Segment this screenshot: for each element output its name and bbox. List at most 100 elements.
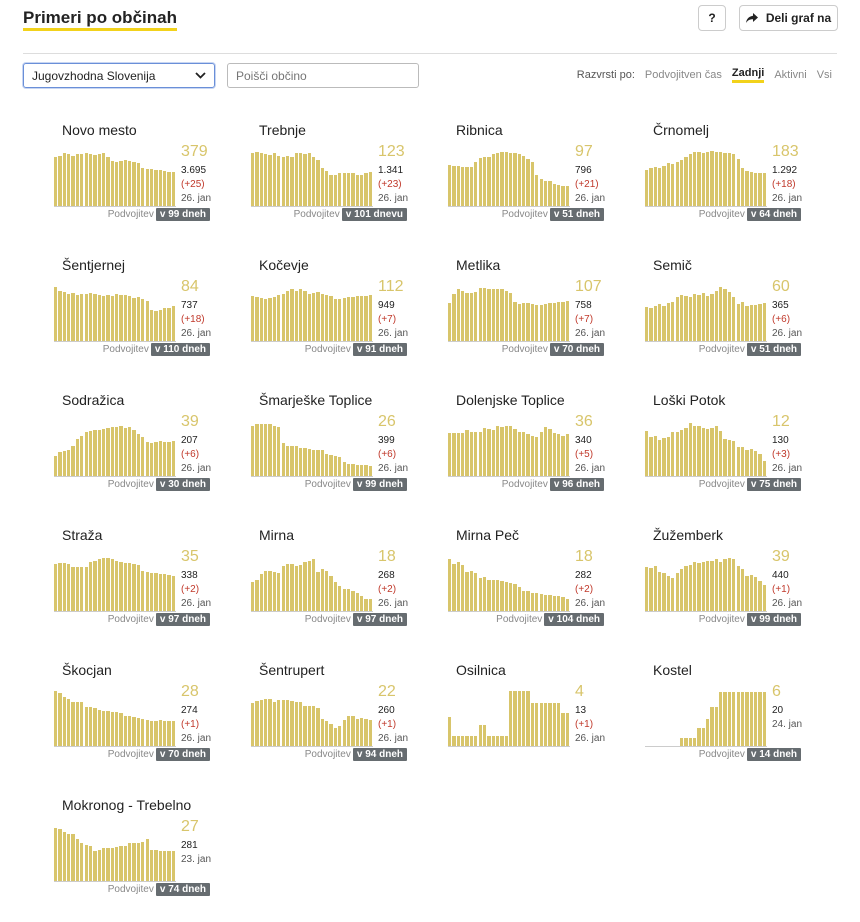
municipality-card[interactable]: Trebnje 123 1.341 (+23) 26. jan Podvojitev v 1… (251, 122, 421, 247)
sort-option-active[interactable]: Aktivni (774, 69, 807, 81)
chart-bar (128, 296, 132, 342)
sort-option-doubling-time[interactable]: Podvojitven čas (644, 69, 722, 81)
chart-bar (543, 595, 548, 612)
municipality-card[interactable]: Semič 60 365 (+6) 26. jan Podvojitev v 51 dneh (645, 257, 815, 382)
chart-bar (171, 441, 175, 477)
help-button[interactable]: ? (698, 5, 726, 31)
chart-baseline (645, 746, 767, 747)
municipality-card[interactable]: Metlika 107 758 (+7) 26. jan Podvojitev v 70 d… (448, 257, 618, 382)
chart-bar (679, 569, 684, 612)
chart-baseline (54, 746, 176, 747)
chart-bar (171, 850, 175, 882)
chart-bar (62, 831, 67, 882)
chart-bar (692, 425, 697, 477)
daily-change-value: (+25) (181, 179, 205, 190)
chart-bar (298, 702, 303, 747)
municipality-name: Semič (653, 257, 692, 273)
chart-bar (97, 295, 101, 342)
trend-chart (645, 556, 767, 612)
chart-bar (338, 173, 342, 207)
chart-baseline (645, 476, 767, 477)
chart-bar (67, 563, 71, 612)
sort-option-all[interactable]: Vsi (816, 69, 832, 81)
total-cases-value: 758 (575, 300, 592, 311)
title-underline (23, 28, 177, 31)
chart-bar (469, 570, 474, 612)
municipality-card[interactable]: Škocjan 28 274 (+1) 26. jan Podvojitev v 70 dn… (54, 662, 224, 787)
chart-bar (649, 308, 653, 342)
chart-bar (171, 172, 175, 207)
municipality-card[interactable]: Črnomelj 183 1.292 (+18) 26. jan Podvojitev v … (645, 122, 815, 247)
chart-bar (697, 562, 701, 612)
municipality-card[interactable]: Straža 35 338 (+2) 26. jan Podvojitev v 97 dne… (54, 527, 224, 652)
doubling-days-badge: v 99 dneh (155, 208, 210, 221)
trend-chart (251, 151, 373, 207)
chart-bar (54, 563, 58, 612)
municipality-card[interactable]: Novo mesto 379 3.695 (+25) 26. jan Podvojitev… (54, 122, 224, 247)
chart-bar (448, 302, 452, 342)
municipality-card[interactable]: Šentrupert 22 260 (+1) 26. jan Podvojitev v 94… (251, 662, 421, 787)
chart-bar (268, 570, 272, 612)
municipality-card[interactable]: Kostel 6 20 24. jan Podvojitev v 14 dneh (645, 662, 815, 787)
municipality-card[interactable]: Sodražica 39 207 (+6) 26. jan Podvojitev v 30 … (54, 392, 224, 517)
total-cases-value: 260 (378, 705, 395, 716)
municipality-card[interactable]: Mokronog - Trebelno 27 281 23. jan Podvojite… (54, 797, 224, 922)
daily-change-value: (+18) (772, 179, 796, 190)
chart-bar (732, 441, 736, 477)
municipality-card[interactable]: Dolenjske Toplice 36 340 (+5) 26. jan Podvoji… (448, 392, 618, 517)
municipality-search-input[interactable] (227, 63, 419, 88)
municipality-card[interactable]: Mirna 18 268 (+2) 26. jan Podvojitev v 97 dneh (251, 527, 421, 652)
chart-bar (115, 293, 119, 342)
last-update-date: 23. jan (181, 854, 212, 865)
chart-bar (88, 706, 93, 747)
chart-bar (504, 290, 508, 342)
trend-chart (251, 421, 373, 477)
chart-bar (58, 693, 62, 747)
trend-chart (54, 826, 176, 882)
municipality-name: Kočevje (259, 257, 309, 273)
chart-bar (158, 720, 162, 747)
chart-bar (710, 560, 714, 612)
chart-bar (487, 735, 491, 747)
chart-bar (539, 179, 543, 207)
municipality-card[interactable]: Žužemberk 39 440 (+1) 26. jan Podvojitev v 99 … (645, 527, 815, 652)
chart-bar (342, 173, 346, 207)
chart-bar (495, 735, 500, 747)
chart-bar (333, 174, 338, 207)
chart-bar (251, 703, 255, 747)
municipality-card[interactable]: Loški Potok 12 130 (+3) 26. jan Podvojitev v 7… (645, 392, 815, 517)
chart-bar (136, 842, 141, 882)
chart-bar (456, 289, 461, 342)
chart-bar (461, 433, 465, 477)
region-select[interactable]: Jugovzhodna Slovenija (23, 63, 215, 88)
municipality-card[interactable]: Kočevje 112 949 (+7) 26. jan Podvojitev v 91 d… (251, 257, 421, 382)
chart-bar (259, 153, 264, 207)
doubling-label: Podvojitev (496, 614, 543, 625)
municipality-card[interactable]: Šentjernej 84 737 (+18) 26. jan Podvojitev v 1… (54, 257, 224, 382)
chart-bar (93, 154, 97, 207)
chart-bar (465, 166, 469, 207)
chart-bar (333, 581, 338, 612)
municipality-card[interactable]: Mirna Peč 18 282 (+2) 26. jan Podvojitev v 104… (448, 527, 618, 652)
chart-bar (753, 173, 758, 207)
daily-change-value: (+2) (181, 584, 200, 595)
municipality-card[interactable]: Šmarješke Toplice 26 399 (+6) 26. jan Podvoji… (251, 392, 421, 517)
chart-bar (645, 567, 649, 612)
chart-bar (171, 576, 175, 612)
chart-bar (456, 735, 461, 747)
chart-bar (758, 173, 762, 207)
municipality-card[interactable]: Osilnica 4 13 (+1) 26. jan (448, 662, 618, 787)
chart-bar (307, 152, 311, 207)
chart-bar (259, 700, 264, 747)
chart-bar (67, 698, 71, 747)
chart-bar (543, 303, 548, 342)
municipality-card[interactable]: Ribnica 97 796 (+21) 26. jan Podvojitev v 51 d… (448, 122, 618, 247)
chart-bar (255, 579, 259, 612)
chart-bar (154, 170, 158, 207)
chart-bar (653, 435, 658, 477)
share-button[interactable]: Deli graf na (739, 5, 838, 31)
municipality-name: Žužemberk (653, 527, 724, 543)
chart-bar (115, 426, 119, 477)
sort-option-latest[interactable]: Zadnji (731, 67, 765, 83)
chart-bar (255, 424, 259, 477)
